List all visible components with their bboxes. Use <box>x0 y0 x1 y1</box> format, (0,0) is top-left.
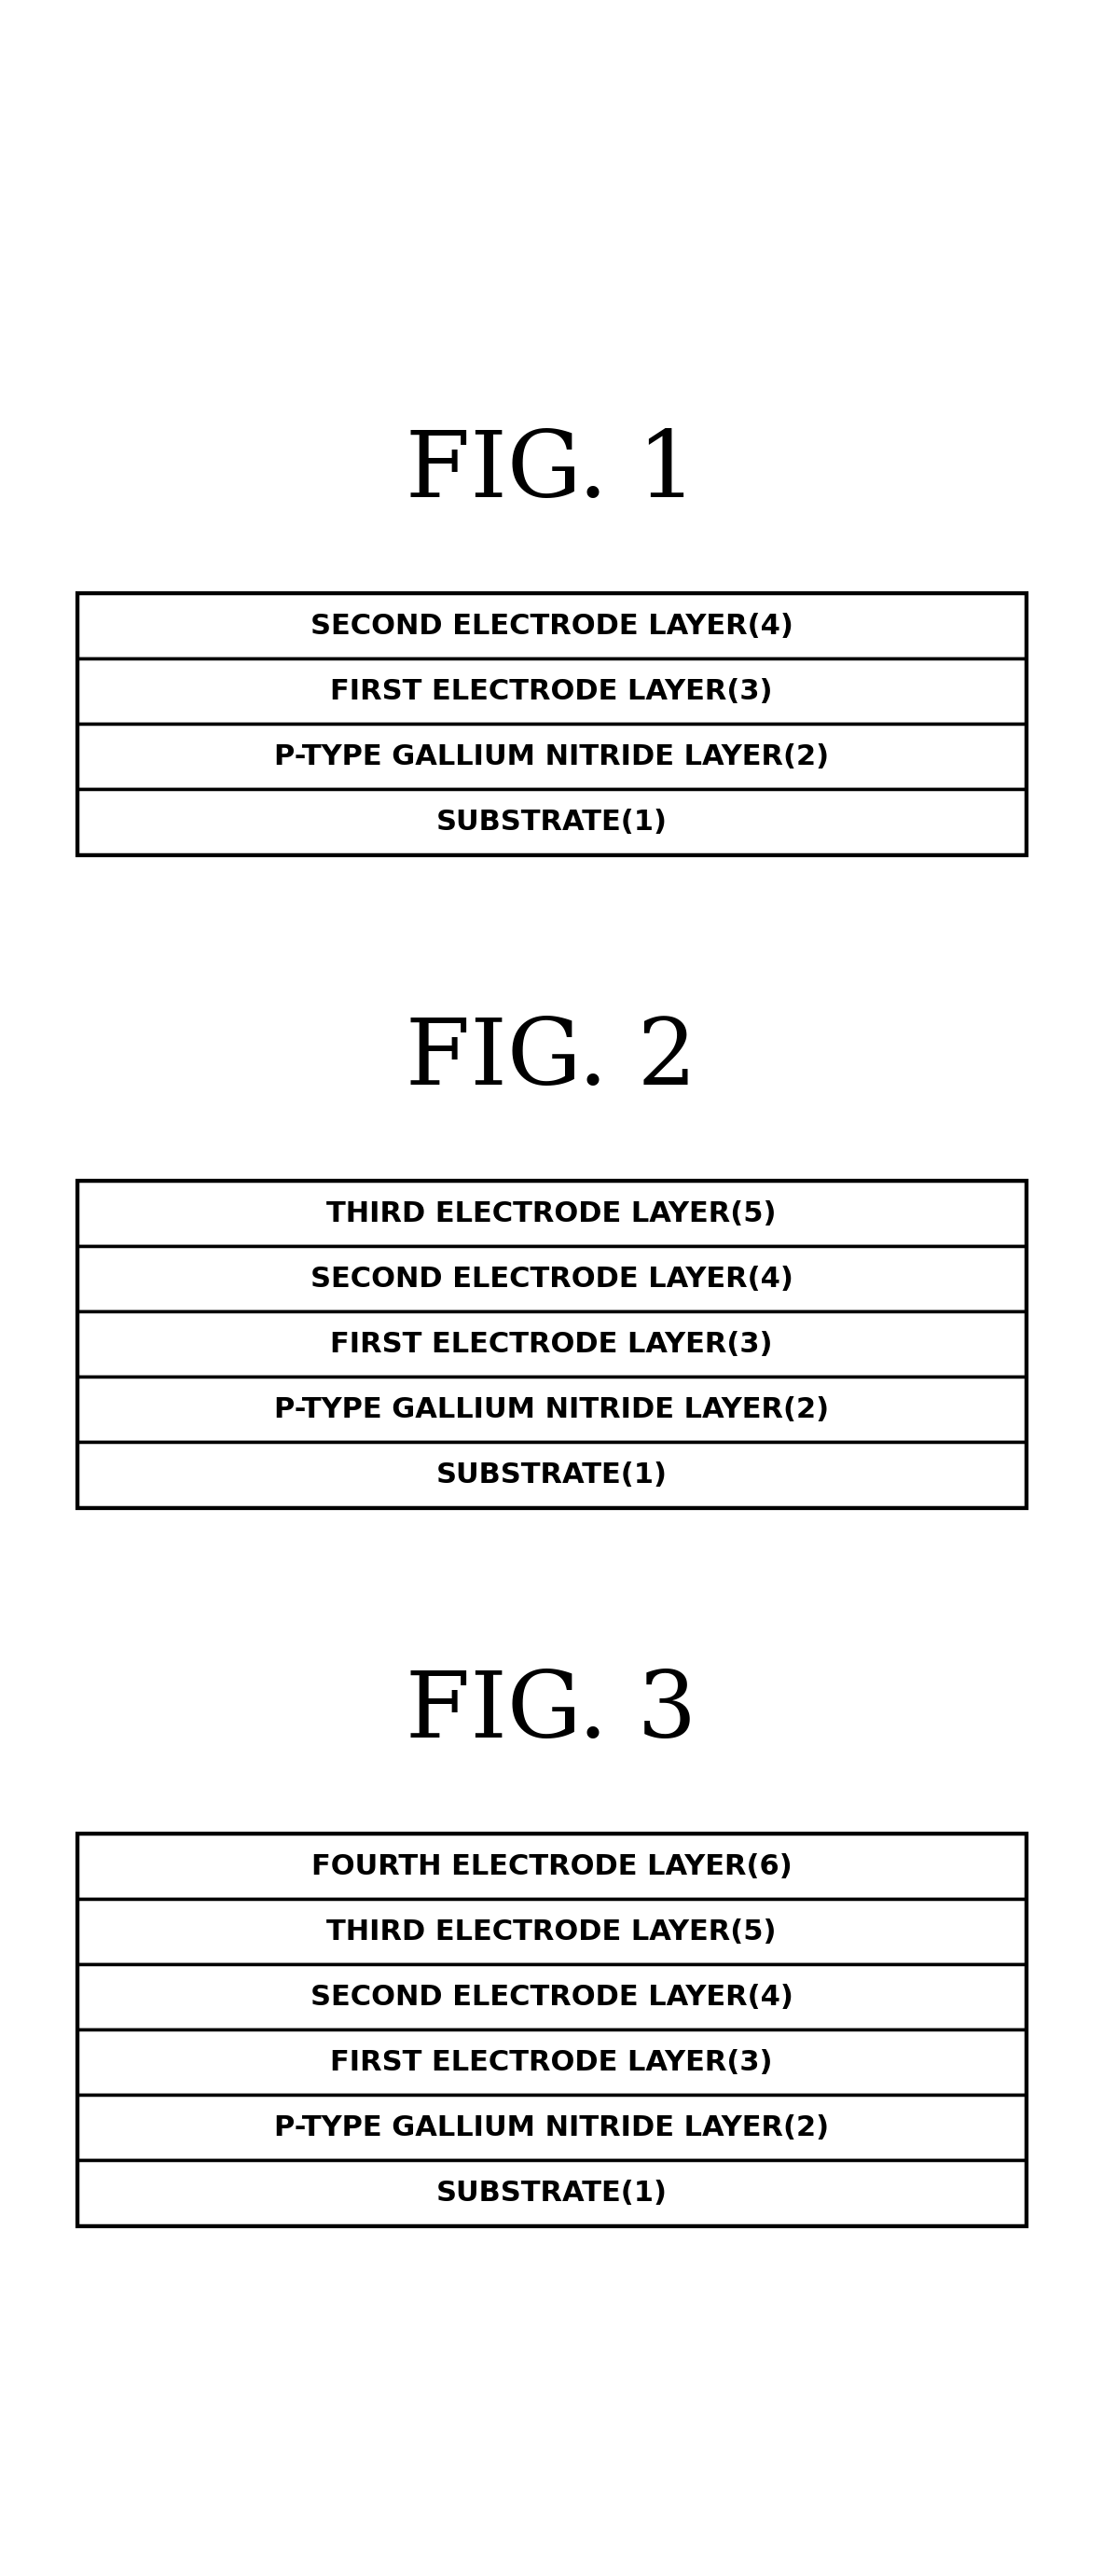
Text: FIG. 3: FIG. 3 <box>406 1667 697 1757</box>
Text: SECOND ELECTRODE LAYER(4): SECOND ELECTRODE LAYER(4) <box>310 1265 793 1293</box>
Bar <box>77 659 1026 724</box>
Bar <box>77 1899 1026 1963</box>
Text: THIRD ELECTRODE LAYER(5): THIRD ELECTRODE LAYER(5) <box>326 1200 777 1226</box>
Text: SUBSTRATE(1): SUBSTRATE(1) <box>436 1461 667 1489</box>
Bar <box>77 2030 1026 2094</box>
Bar <box>77 1963 1026 2030</box>
Text: FIRST ELECTRODE LAYER(3): FIRST ELECTRODE LAYER(3) <box>330 677 773 706</box>
Bar <box>77 1443 1026 1507</box>
Bar <box>77 1180 1026 1507</box>
Text: SUBSTRATE(1): SUBSTRATE(1) <box>436 809 667 835</box>
Text: P-TYPE GALLIUM NITRIDE LAYER(2): P-TYPE GALLIUM NITRIDE LAYER(2) <box>274 742 829 770</box>
Bar <box>77 1376 1026 1443</box>
Bar <box>77 1834 1026 2226</box>
Bar <box>77 1180 1026 1247</box>
Text: THIRD ELECTRODE LAYER(5): THIRD ELECTRODE LAYER(5) <box>326 1919 777 1945</box>
Bar <box>77 2094 1026 2161</box>
Bar <box>77 1311 1026 1376</box>
Bar <box>77 592 1026 855</box>
Text: FOURTH ELECTRODE LAYER(6): FOURTH ELECTRODE LAYER(6) <box>311 1852 792 1880</box>
Text: FIG. 2: FIG. 2 <box>406 1015 697 1105</box>
Text: SECOND ELECTRODE LAYER(4): SECOND ELECTRODE LAYER(4) <box>310 1984 793 2009</box>
Text: FIRST ELECTRODE LAYER(3): FIRST ELECTRODE LAYER(3) <box>330 2048 773 2076</box>
Text: P-TYPE GALLIUM NITRIDE LAYER(2): P-TYPE GALLIUM NITRIDE LAYER(2) <box>274 2115 829 2141</box>
Bar <box>77 1247 1026 1311</box>
Text: P-TYPE GALLIUM NITRIDE LAYER(2): P-TYPE GALLIUM NITRIDE LAYER(2) <box>274 1396 829 1422</box>
Bar <box>77 592 1026 659</box>
Bar <box>77 2161 1026 2226</box>
Text: FIG. 1: FIG. 1 <box>406 428 697 518</box>
Bar <box>77 1834 1026 1899</box>
Text: SECOND ELECTRODE LAYER(4): SECOND ELECTRODE LAYER(4) <box>310 613 793 639</box>
Bar <box>77 788 1026 855</box>
Bar <box>77 724 1026 788</box>
Text: FIRST ELECTRODE LAYER(3): FIRST ELECTRODE LAYER(3) <box>330 1329 773 1358</box>
Text: SUBSTRATE(1): SUBSTRATE(1) <box>436 2179 667 2205</box>
